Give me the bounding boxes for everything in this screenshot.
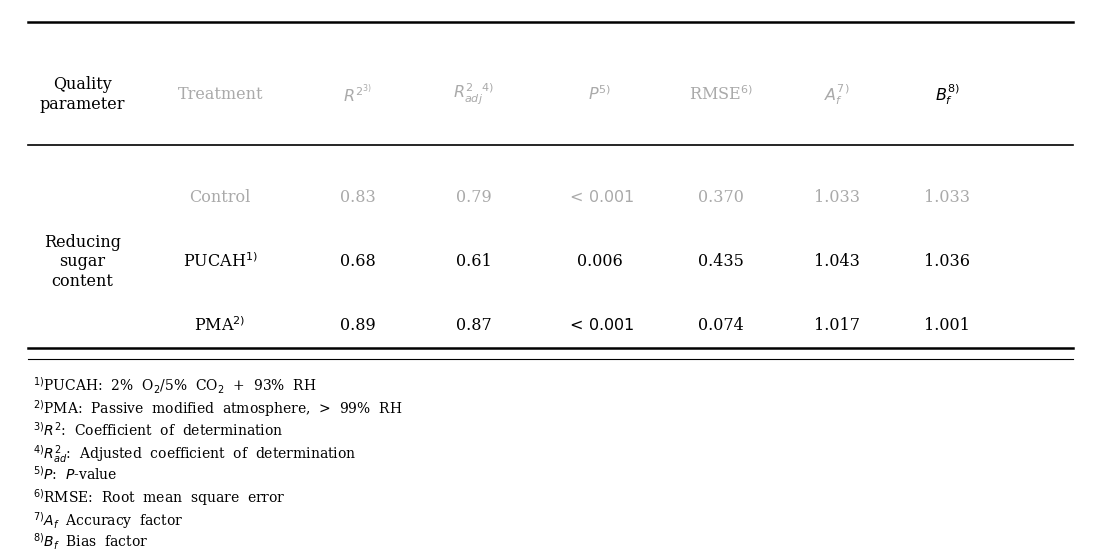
Text: $<\,0.001$: $<\,0.001$ — [566, 317, 634, 334]
Text: 1.033: 1.033 — [924, 189, 970, 206]
Text: 0.61: 0.61 — [456, 253, 491, 270]
Text: $R^{2^{3)}}$: $R^{2^{3)}}$ — [344, 84, 372, 106]
Text: $P^{5)}$: $P^{5)}$ — [588, 85, 612, 104]
Text: 0.79: 0.79 — [456, 189, 491, 206]
Text: 0.87: 0.87 — [456, 317, 491, 334]
Text: 0.074: 0.074 — [698, 317, 744, 334]
Text: 1.001: 1.001 — [924, 317, 970, 334]
Text: 1.017: 1.017 — [814, 317, 860, 334]
Text: Control: Control — [189, 189, 251, 206]
Text: 0.370: 0.370 — [698, 189, 744, 206]
Text: PMA$^{2)}$: PMA$^{2)}$ — [195, 316, 246, 335]
Text: 0.006: 0.006 — [577, 253, 623, 270]
Text: $^{4)}$$R^2_{ad}$:  Adjusted  coefficient  of  determination: $^{4)}$$R^2_{ad}$: Adjusted coefficient … — [33, 443, 357, 465]
Text: $<\,0.001$: $<\,0.001$ — [566, 189, 634, 206]
Text: $B_f^{8)}$: $B_f^{8)}$ — [935, 82, 959, 107]
Text: 0.435: 0.435 — [698, 253, 744, 270]
Text: $^{5)}$$P$:  $P$-value: $^{5)}$$P$: $P$-value — [33, 465, 118, 483]
Text: $^{6)}$RMSE:  Root  mean  square  error: $^{6)}$RMSE: Root mean square error — [33, 487, 285, 509]
Text: PUCAH$^{1)}$: PUCAH$^{1)}$ — [183, 252, 258, 271]
Text: $^{7)}$$A_f$  Accuracy  factor: $^{7)}$$A_f$ Accuracy factor — [33, 510, 183, 531]
Text: Reducing
sugar
content: Reducing sugar content — [44, 234, 121, 290]
Text: $^{8)}$$B_f$  Bias  factor: $^{8)}$$B_f$ Bias factor — [33, 532, 149, 552]
Text: Treatment: Treatment — [177, 86, 263, 103]
Text: $^{2)}$PMA:  Passive  modified  atmosphere,  >  99%  RH: $^{2)}$PMA: Passive modified atmosphere,… — [33, 398, 403, 419]
Text: 1.043: 1.043 — [814, 253, 860, 270]
Text: $^{3)}$$R^2$:  Coefficient  of  determination: $^{3)}$$R^2$: Coefficient of determinati… — [33, 421, 283, 438]
Text: 0.89: 0.89 — [340, 317, 375, 334]
Text: $R^2_{adj}{}^{4)}$: $R^2_{adj}{}^{4)}$ — [453, 82, 494, 108]
Text: 0.83: 0.83 — [340, 189, 375, 206]
Text: $A_f^{7)}$: $A_f^{7)}$ — [824, 82, 850, 107]
Text: 1.033: 1.033 — [814, 189, 860, 206]
Text: $^{1)}$PUCAH:  2%  O$_2$/5%  CO$_2$  +  93%  RH: $^{1)}$PUCAH: 2% O$_2$/5% CO$_2$ + 93% R… — [33, 376, 317, 396]
Text: 1.036: 1.036 — [924, 253, 970, 270]
Text: Quality
parameter: Quality parameter — [40, 76, 126, 113]
Text: RMSE$^{6)}$: RMSE$^{6)}$ — [689, 85, 753, 104]
Text: 0.68: 0.68 — [340, 253, 375, 270]
